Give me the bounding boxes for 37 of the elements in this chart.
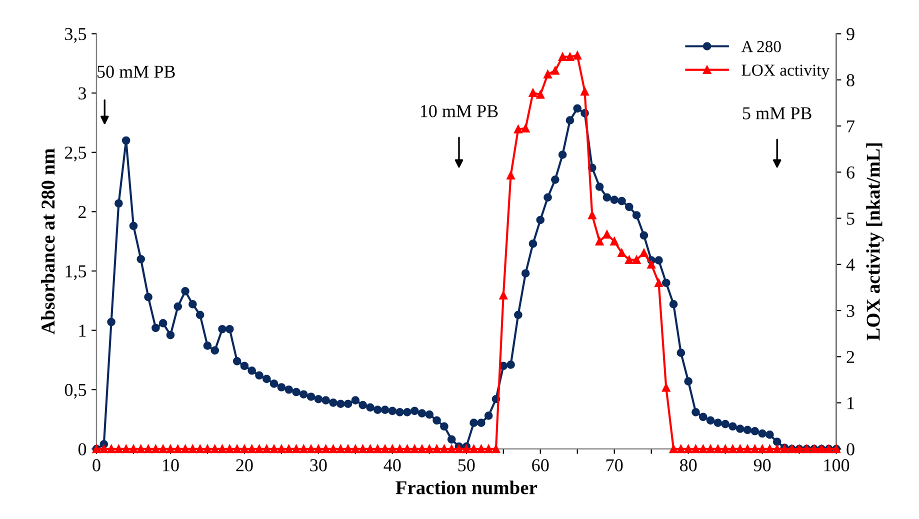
y2-tick-label: 8 (846, 74, 854, 86)
y-axis-title: Absorbance at 280 nm (41, 148, 55, 334)
x-tick-label: 60 (532, 459, 549, 472)
y2-tick-label: 5 (847, 212, 854, 225)
y2-tick-label: 3 (846, 304, 854, 317)
x-tick-label: 40 (384, 459, 401, 472)
y2-tick-label: 6 (846, 166, 854, 179)
x-tick-label: 90 (754, 459, 771, 472)
y2-tick-label: 2 (846, 350, 854, 363)
y-tick-label: 1,5 (66, 265, 86, 280)
y-tick-label: 2 (78, 206, 86, 218)
y-tick-label: 2,5 (64, 146, 86, 162)
y2-tick-label: 9 (846, 28, 854, 40)
x-tick-label: 10 (163, 459, 179, 472)
annotation: 10 mM PB (420, 105, 498, 118)
y-tick-label: 3,5 (65, 28, 86, 43)
y-tick-label: 0,5 (64, 384, 86, 399)
x-tick-label: 100 (824, 459, 850, 472)
y2-tick-label: 1 (848, 397, 854, 410)
annotation: 50 mM PB (98, 66, 175, 78)
y2-tick-label: 0 (846, 443, 854, 456)
legend-label: A 280 (741, 40, 781, 52)
annotation: 5 mM PB (743, 107, 812, 120)
y-tick-label: 3 (78, 87, 86, 100)
x-tick-label: 50 (458, 459, 475, 472)
x-tick-label: 80 (680, 459, 697, 472)
y2-axis-title: LOX activity [nkat/mL] (866, 143, 884, 340)
y-tick-label: 0 (78, 443, 86, 456)
y2-tick-label: 4 (846, 258, 855, 271)
y-tick-label: 1 (79, 324, 86, 337)
x-tick-label: 30 (310, 459, 327, 472)
y2-tick-label: 7 (847, 120, 855, 132)
x-tick-label: 70 (606, 459, 623, 472)
x-tick-label: 0 (92, 459, 100, 472)
x-tick-label: 20 (236, 459, 253, 472)
legend-label: LOX activity (742, 64, 830, 80)
x-axis-title: Fraction number (396, 480, 537, 494)
